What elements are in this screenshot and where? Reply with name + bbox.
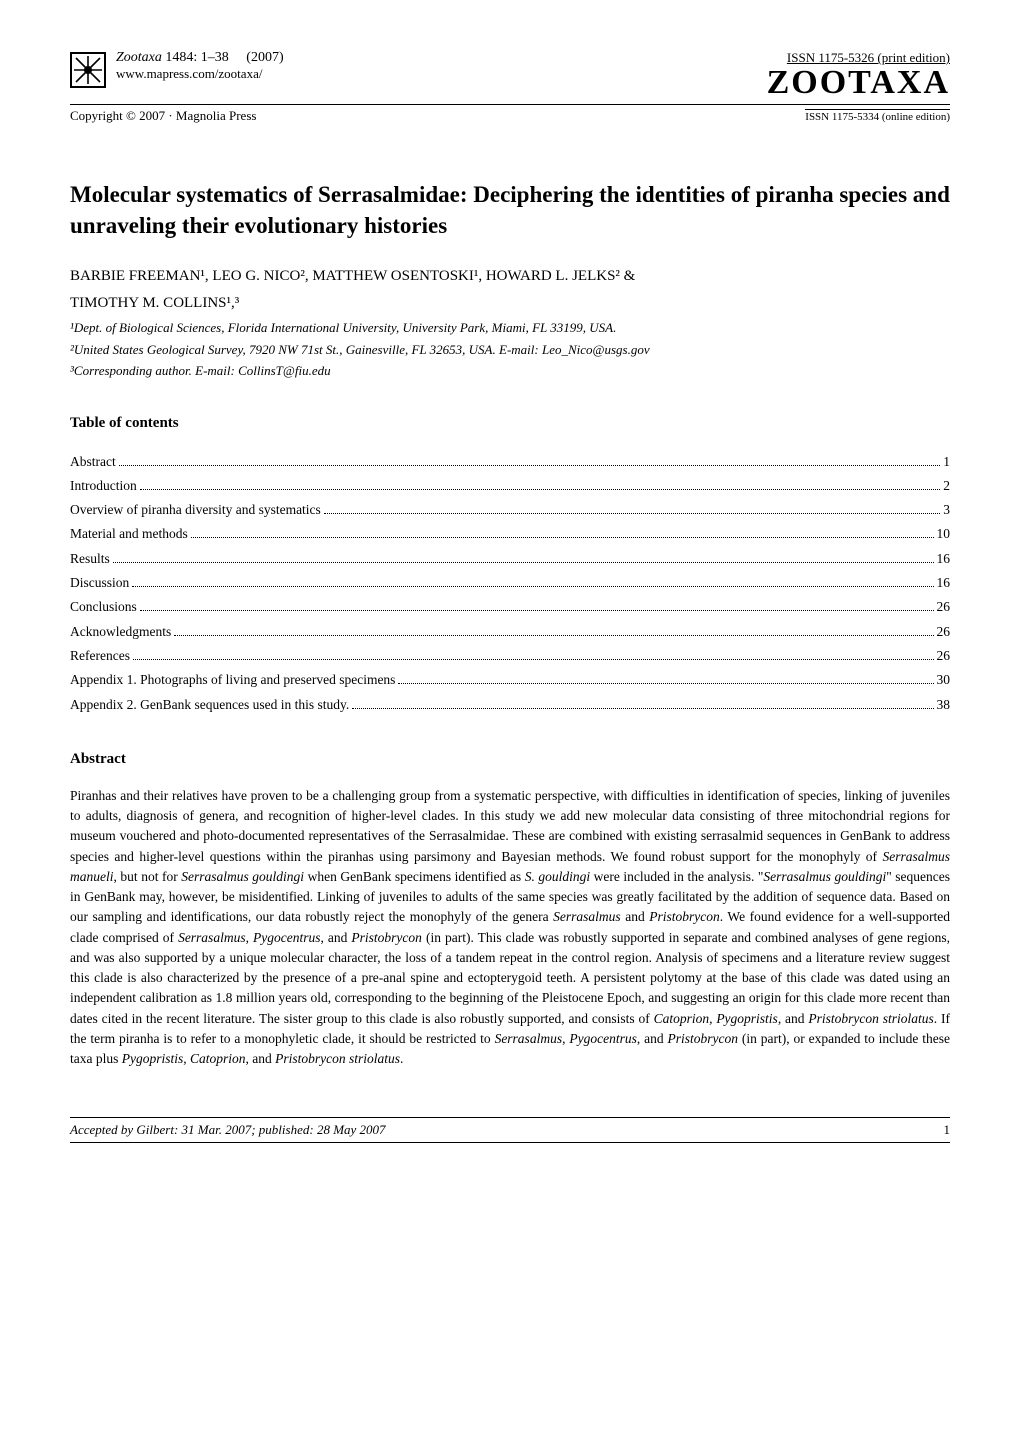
toc-title: Table of contents [70, 415, 950, 432]
toc-leader-dots [352, 708, 933, 709]
toc-label: Overview of piranha diversity and system… [70, 498, 321, 522]
toc-leader-dots [119, 465, 941, 466]
toc-label: References [70, 644, 130, 668]
toc-label: Results [70, 547, 110, 571]
toc-row: Material and methods 10 [70, 522, 950, 546]
affiliations: ¹Dept. of Biological Sciences, Florida I… [70, 318, 950, 381]
toc-label: Discussion [70, 571, 129, 595]
toc-leader-dots [133, 659, 934, 660]
abstract-title: Abstract [70, 751, 950, 768]
toc-page: 26 [937, 644, 951, 668]
journal-url: www.mapress.com/zootaxa/ [116, 66, 284, 82]
toc-page: 16 [937, 547, 951, 571]
journal-citation: Zootaxa 1484: 1–38 (2007) [116, 50, 284, 66]
toc-leader-dots [191, 537, 934, 538]
toc-label: Conclusions [70, 595, 137, 619]
table-of-contents: Abstract 1Introduction 2Overview of pira… [70, 450, 950, 717]
toc-row: Appendix 2. GenBank sequences used in th… [70, 693, 950, 717]
authors-line2: TIMOTHY M. COLLINS¹,³ [70, 292, 950, 315]
paper-title: Molecular systematics of Serrasalmidae: … [70, 179, 950, 241]
copyright-row: Copyright © 2007 · Magnolia Press ISSN 1… [70, 104, 950, 124]
toc-row: Discussion 16 [70, 571, 950, 595]
footer-page-number: 1 [944, 1122, 951, 1138]
toc-label: Appendix 2. GenBank sequences used in th… [70, 693, 349, 717]
toc-leader-dots [398, 683, 933, 684]
footer: Accepted by Gilbert: 31 Mar. 2007; publi… [70, 1117, 950, 1143]
toc-leader-dots [132, 586, 933, 587]
affiliation: ¹Dept. of Biological Sciences, Florida I… [70, 318, 950, 338]
journal-year: (2007) [246, 50, 283, 65]
toc-page: 30 [937, 668, 951, 692]
toc-page: 3 [943, 498, 950, 522]
toc-row: Conclusions 26 [70, 595, 950, 619]
toc-page: 10 [937, 522, 951, 546]
header-left: Zootaxa 1484: 1–38 (2007) www.mapress.co… [70, 50, 284, 88]
toc-row: Overview of piranha diversity and system… [70, 498, 950, 522]
toc-page: 1 [943, 450, 950, 474]
copyright-text: Copyright © 2007 · Magnolia Press [70, 108, 256, 124]
toc-page: 2 [943, 474, 950, 498]
journal-issue: 1484: 1–38 [165, 50, 228, 65]
toc-leader-dots [324, 513, 940, 514]
journal-logo-icon [70, 52, 106, 88]
abstract-body: Piranhas and their relatives have proven… [70, 786, 950, 1070]
toc-leader-dots [140, 489, 941, 490]
toc-label: Acknowledgments [70, 620, 171, 644]
toc-label: Material and methods [70, 522, 188, 546]
zootaxa-wordmark: ZOOTAXA [767, 66, 950, 100]
toc-leader-dots [140, 610, 934, 611]
toc-row: Introduction 2 [70, 474, 950, 498]
toc-leader-dots [174, 635, 933, 636]
journal-name: Zootaxa [116, 50, 162, 65]
authors-line1: BARBIE FREEMAN¹, LEO G. NICO², MATTHEW O… [70, 265, 950, 288]
toc-page: 16 [937, 571, 951, 595]
toc-row: Appendix 1. Photographs of living and pr… [70, 668, 950, 692]
toc-leader-dots [113, 562, 934, 563]
affiliation: ³Corresponding author. E-mail: CollinsT@… [70, 361, 950, 381]
toc-row: Acknowledgments 26 [70, 620, 950, 644]
header-right: ISSN 1175-5326 (print edition) ZOOTAXA [767, 50, 950, 100]
toc-page: 26 [937, 595, 951, 619]
toc-page: 38 [937, 693, 951, 717]
toc-row: References 26 [70, 644, 950, 668]
header-top: Zootaxa 1484: 1–38 (2007) www.mapress.co… [70, 50, 950, 100]
toc-label: Appendix 1. Photographs of living and pr… [70, 668, 395, 692]
affiliation: ²United States Geological Survey, 7920 N… [70, 340, 950, 360]
toc-row: Results 16 [70, 547, 950, 571]
footer-accepted: Accepted by Gilbert: 31 Mar. 2007; publi… [70, 1122, 386, 1138]
toc-row: Abstract 1 [70, 450, 950, 474]
issn-online: ISSN 1175-5334 (online edition) [805, 109, 950, 123]
toc-label: Introduction [70, 474, 137, 498]
toc-label: Abstract [70, 450, 116, 474]
journal-info-block: Zootaxa 1484: 1–38 (2007) www.mapress.co… [116, 50, 284, 82]
toc-page: 26 [937, 620, 951, 644]
